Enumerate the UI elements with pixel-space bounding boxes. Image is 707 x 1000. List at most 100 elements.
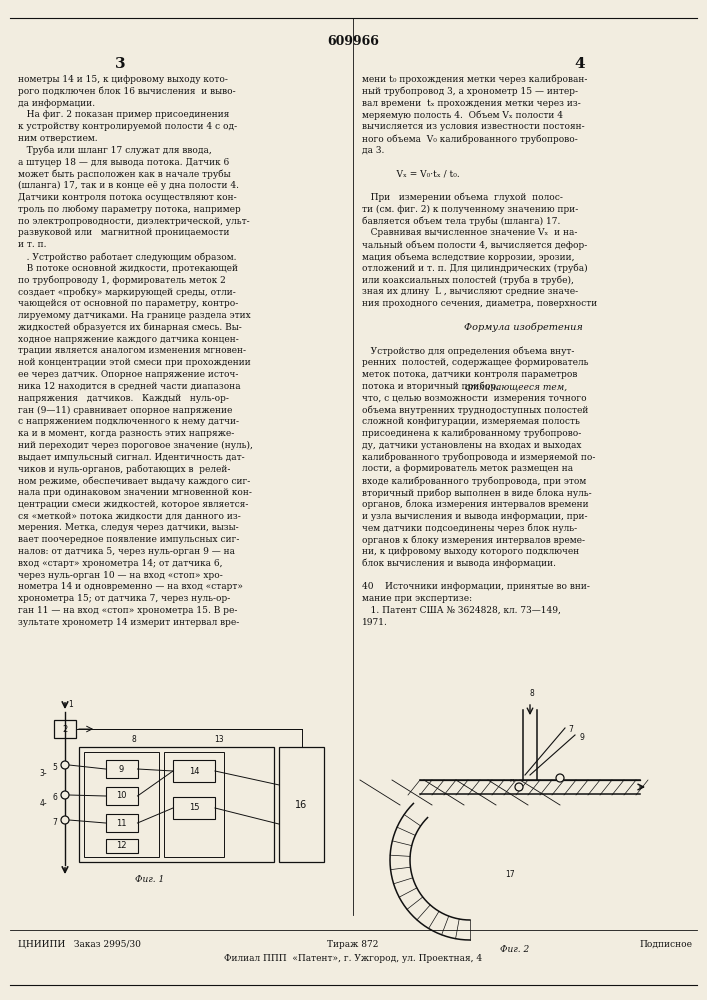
Text: В потоке основной жидкости, протекающей: В потоке основной жидкости, протекающей: [18, 264, 238, 273]
Text: выдает импульсный сигнал. Идентичность дат-: выдает импульсный сигнал. Идентичность д…: [18, 453, 245, 462]
Text: ный трубопровод 3, а хронометр 15 — интер-: ный трубопровод 3, а хронометр 15 — инте…: [362, 87, 578, 96]
Text: потока и вторичный прибор,: потока и вторичный прибор,: [362, 382, 502, 391]
Text: 9: 9: [580, 734, 585, 742]
Bar: [105, 787, 137, 805]
Text: 12: 12: [116, 842, 127, 850]
Text: Формула изобретения: Формула изобретения: [464, 323, 583, 332]
Text: калиброванного трубопровода и измеряемой по-: калиброванного трубопровода и измеряемой…: [362, 453, 595, 462]
Text: меток потока, датчики контроля параметров: меток потока, датчики контроля параметро…: [362, 370, 578, 379]
Text: по трубопроводу 1, формирователь меток 2: по трубопроводу 1, формирователь меток 2: [18, 276, 226, 285]
Text: 8: 8: [132, 735, 136, 744]
Bar: [164, 752, 224, 857]
Text: рого подключен блок 16 вычисления  и выво-: рого подключен блок 16 вычисления и выво…: [18, 87, 235, 96]
Bar: [279, 747, 324, 862]
Circle shape: [61, 816, 69, 824]
Text: отложений и т. п. Для цилиндрических (труба): отложений и т. п. Для цилиндрических (тр…: [362, 264, 588, 273]
Text: ренних  полостей, содержащее формирователь: ренних полостей, содержащее формировател…: [362, 358, 588, 367]
Text: меряемую полость 4.  Объем Vₓ полости 4: меряемую полость 4. Объем Vₓ полости 4: [362, 110, 563, 120]
Text: 2: 2: [62, 724, 68, 734]
Bar: [105, 839, 137, 853]
Text: ним отверстием.: ним отверстием.: [18, 134, 98, 143]
Text: троль по любому параметру потока, например: троль по любому параметру потока, наприм…: [18, 205, 241, 214]
Text: мени t₀ прохождения метки через калиброван-: мени t₀ прохождения метки через калибров…: [362, 75, 588, 85]
Text: Фиг. 1: Фиг. 1: [135, 875, 165, 884]
Text: чающейся от основной по параметру, контро-: чающейся от основной по параметру, контр…: [18, 299, 238, 308]
Text: налов: от датчика 5, через нуль-орган 9 — на: налов: от датчика 5, через нуль-орган 9 …: [18, 547, 235, 556]
Bar: [79, 747, 274, 862]
Text: На фиг. 2 показан пример присоединения: На фиг. 2 показан пример присоединения: [18, 110, 229, 119]
Text: Филиал ППП  «Патент», г. Ужгород, ул. Проектная, 4: Филиал ППП «Патент», г. Ужгород, ул. Про…: [224, 954, 482, 963]
Text: 11: 11: [116, 818, 127, 828]
Text: что, с целью возможности  измерения точного: что, с целью возможности измерения точно…: [362, 394, 587, 403]
Text: нала при одинаковом значении мгновенной кон-: нала при одинаковом значении мгновенной …: [18, 488, 252, 497]
Text: да информации.: да информации.: [18, 99, 95, 108]
Text: ного объема  V₀ калиброванного трубопрово-: ного объема V₀ калиброванного трубопрово…: [362, 134, 578, 143]
Text: вторичный прибор выполнен в виде блока нуль-: вторичный прибор выполнен в виде блока н…: [362, 488, 592, 497]
Text: лости, а формирователь меток размещен на: лости, а формирователь меток размещен на: [362, 464, 573, 473]
Text: нометра 14 и одновременно — на вход «старт»: нометра 14 и одновременно — на вход «ста…: [18, 582, 243, 591]
Text: (шланга) 17, так и в конце её у дна полости 4.: (шланга) 17, так и в конце её у дна поло…: [18, 181, 239, 190]
Text: и узла вычисления и вывода информации, при-: и узла вычисления и вывода информации, п…: [362, 512, 588, 521]
Text: ка и в момент, когда разность этих напряже-: ка и в момент, когда разность этих напря…: [18, 429, 234, 438]
Text: центрации смеси жидкостей, которое является-: центрации смеси жидкостей, которое являе…: [18, 500, 248, 509]
Text: создает «пробку» маркирующей среды, отли-: создает «пробку» маркирующей среды, отли…: [18, 287, 235, 297]
Text: нометры 14 и 15, к цифровому выходу кото-: нометры 14 и 15, к цифровому выходу кото…: [18, 75, 228, 84]
Text: по электропроводности, диэлектрической, ульт-: по электропроводности, диэлектрической, …: [18, 217, 250, 226]
Text: . Устройство работает следующим образом.: . Устройство работает следующим образом.: [18, 252, 237, 261]
Text: вал времени  tₓ прохождения метки через из-: вал времени tₓ прохождения метки через и…: [362, 99, 580, 108]
Text: 3-: 3-: [40, 768, 47, 778]
Text: 15: 15: [189, 804, 199, 812]
Text: с напряжением подключенного к нему датчи-: с напряжением подключенного к нему датчи…: [18, 417, 239, 426]
Text: Фиг. 2: Фиг. 2: [501, 945, 530, 954]
Text: бавляется объем тела трубы (шланга) 17.: бавляется объем тела трубы (шланга) 17.: [362, 217, 561, 226]
Text: Подписное: Подписное: [639, 940, 692, 949]
Text: ном режиме, обеспечивает выдачу каждого сиг-: ном режиме, обеспечивает выдачу каждого …: [18, 476, 250, 486]
Bar: [105, 760, 137, 778]
Circle shape: [556, 774, 564, 782]
Text: 10: 10: [116, 792, 127, 800]
Text: ЦНИИПИ   Заказ 2995/30: ЦНИИПИ Заказ 2995/30: [18, 940, 141, 949]
Text: 1971.: 1971.: [362, 618, 388, 627]
Text: чиков и нуль-органов, работающих в  релей-: чиков и нуль-органов, работающих в релей…: [18, 464, 230, 474]
Text: хронометра 15; от датчика 7, через нуль-ор-: хронометра 15; от датчика 7, через нуль-…: [18, 594, 230, 603]
Text: ной концентрации этой смеси при прохождении: ной концентрации этой смеси при прохожде…: [18, 358, 251, 367]
Text: к устройству контролируемой полости 4 с од-: к устройству контролируемой полости 4 с …: [18, 122, 237, 131]
Circle shape: [61, 761, 69, 769]
Text: мерения. Метка, следуя через датчики, вызы-: мерения. Метка, следуя через датчики, вы…: [18, 523, 239, 532]
Text: 1. Патент США № 3624828, кл. 73—149,: 1. Патент США № 3624828, кл. 73—149,: [362, 606, 561, 615]
Text: может быть расположен как в начале трубы: может быть расположен как в начале трубы: [18, 169, 230, 179]
Text: Сравнивая вычисленное значение Vₓ  и на-: Сравнивая вычисленное значение Vₓ и на-: [362, 228, 578, 237]
Text: Датчики контроля потока осуществляют кон-: Датчики контроля потока осуществляют кон…: [18, 193, 237, 202]
Text: ду, датчики установлены на входах и выходах: ду, датчики установлены на входах и выхо…: [362, 441, 581, 450]
Text: Устройство для определения объема внут-: Устройство для определения объема внут-: [362, 346, 574, 356]
Text: 4-: 4-: [40, 798, 47, 808]
Text: зультате хронометр 14 измерит интервал вре-: зультате хронометр 14 измерит интервал в…: [18, 618, 239, 627]
Text: ган 11 — на вход «стоп» хронометра 15. В ре-: ган 11 — на вход «стоп» хронометра 15. В…: [18, 606, 238, 615]
Text: трации является аналогом изменения мгновен-: трации является аналогом изменения мгнов…: [18, 346, 246, 355]
Bar: [54, 720, 76, 738]
Text: органов, блока измерения интервалов времени: органов, блока измерения интервалов врем…: [362, 500, 589, 509]
Text: ее через датчик. Опорное напряжение источ-: ее через датчик. Опорное напряжение исто…: [18, 370, 238, 379]
Text: ни, к цифровому выходу которого подключен: ни, к цифровому выходу которого подключе…: [362, 547, 579, 556]
Text: ган (9—11) сравнивает опорное напряжение: ган (9—11) сравнивает опорное напряжение: [18, 405, 233, 415]
Text: п: п: [509, 778, 513, 784]
Text: или коаксиальных полостей (труба в трубе),: или коаксиальных полостей (труба в трубе…: [362, 276, 574, 285]
Text: через нуль-орган 10 — на вход «стоп» хро-: через нуль-орган 10 — на вход «стоп» хро…: [18, 571, 223, 580]
Text: а штуцер 18 — для вывода потока. Датчик 6: а штуцер 18 — для вывода потока. Датчик …: [18, 158, 229, 167]
Text: 609966: 609966: [327, 35, 379, 48]
Text: При   измерении объема  глухой  полос-: При измерении объема глухой полос-: [362, 193, 563, 202]
Text: 7: 7: [568, 726, 573, 734]
Bar: [173, 760, 215, 782]
Text: органов к блоку измерения интервалов време-: органов к блоку измерения интервалов вре…: [362, 535, 585, 545]
Text: вычисляется из условия известности постоян-: вычисляется из условия известности посто…: [362, 122, 585, 131]
Text: входе калиброванного трубопровода, при этом: входе калиброванного трубопровода, при э…: [362, 476, 586, 486]
Text: вает поочередное появление импульсных сиг-: вает поочередное появление импульсных си…: [18, 535, 240, 544]
Text: Тираж 872: Тираж 872: [327, 940, 379, 949]
Text: 7: 7: [52, 818, 57, 827]
Text: 17: 17: [506, 870, 515, 879]
Text: чальный объем полости 4, вычисляется дефор-: чальный объем полости 4, вычисляется деф…: [362, 240, 588, 250]
Text: развуковой или   магнитной проницаемости: развуковой или магнитной проницаемости: [18, 228, 230, 237]
Text: зная их длину  L , вычисляют средние значе-: зная их длину L , вычисляют средние знач…: [362, 287, 578, 296]
Text: присоединена к калиброванному трубопрово-: присоединена к калиброванному трубопрово…: [362, 429, 581, 438]
Text: 3: 3: [115, 57, 125, 71]
